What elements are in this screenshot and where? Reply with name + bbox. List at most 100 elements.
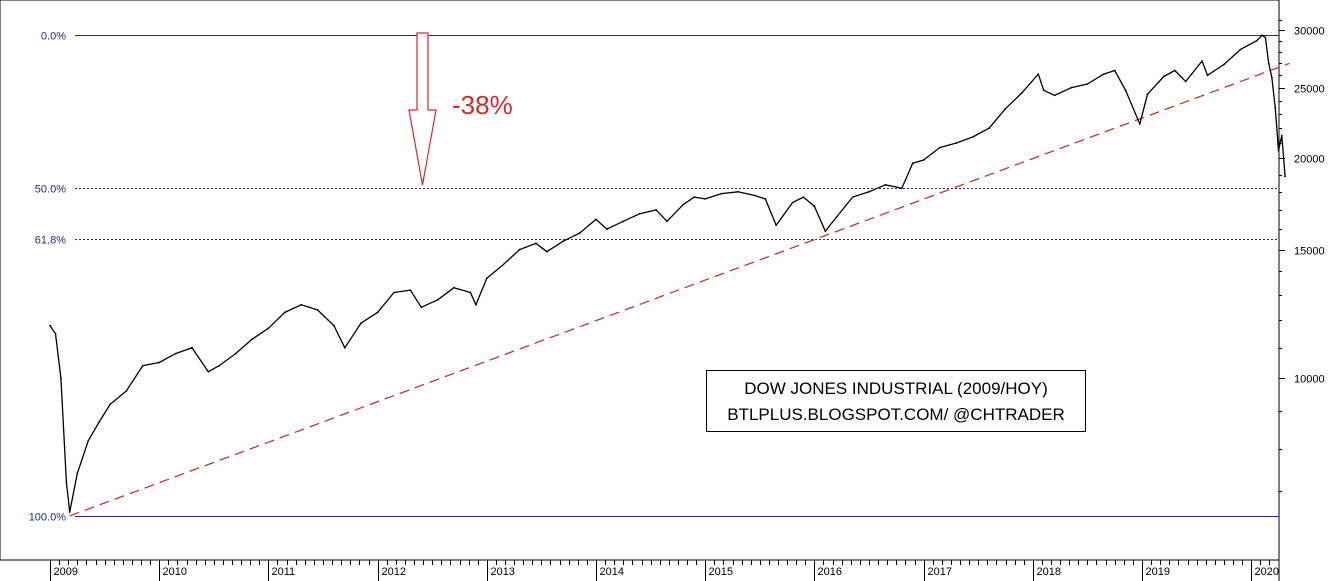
price-point <box>174 352 177 355</box>
price-point <box>578 232 581 235</box>
price-point <box>1021 92 1023 94</box>
price-point <box>1201 60 1203 62</box>
price-point <box>737 190 739 193</box>
x-axis-group: 2009 2010 2011 2012 2013 2014 2015 2016 2017 2018… <box>50 560 1279 581</box>
price-point <box>535 242 537 245</box>
price-point <box>622 220 625 223</box>
price-point <box>939 146 941 149</box>
price-point <box>606 228 608 231</box>
price-point <box>1124 89 1127 92</box>
price-point <box>158 361 161 364</box>
price-point <box>60 377 62 379</box>
price-point <box>1173 69 1176 72</box>
price-point <box>955 142 958 144</box>
price-point <box>638 212 641 215</box>
price-point <box>911 162 914 165</box>
price-point <box>218 364 221 367</box>
price-point <box>475 303 477 306</box>
price-point <box>109 403 111 406</box>
price-point <box>1053 94 1056 97</box>
price-point <box>485 277 488 280</box>
y-tick-label-3: 15000 <box>1294 246 1325 258</box>
price-point <box>436 298 439 301</box>
fib-label-1: 50.0% <box>35 184 66 196</box>
x-tick-label-3: 2012 <box>382 566 406 578</box>
price-point <box>141 364 144 367</box>
price-point <box>1284 175 1286 178</box>
price-point <box>409 289 412 291</box>
x-tick-label-9: 2018 <box>1037 566 1061 578</box>
price-point <box>1277 149 1280 152</box>
x-tick-label-6: 2015 <box>709 566 733 578</box>
price-point <box>851 196 854 199</box>
price-point <box>267 327 270 330</box>
price-point <box>68 511 71 513</box>
price-point <box>988 127 990 130</box>
price-point <box>753 194 756 197</box>
price-point <box>868 190 870 193</box>
price-point <box>54 332 57 335</box>
price-point <box>87 440 90 442</box>
price-point <box>1042 89 1045 92</box>
x-tick-label-1: 2010 <box>163 566 187 578</box>
x-tick-label-4: 2013 <box>491 566 515 578</box>
price-point <box>900 187 903 190</box>
price-point <box>922 159 925 161</box>
x-tick-label-8: 2017 <box>928 566 952 578</box>
price-point <box>1004 107 1007 110</box>
price-point <box>1206 74 1209 77</box>
price-point <box>1274 106 1277 109</box>
x-tick-label-7: 2016 <box>818 566 842 578</box>
price-point <box>704 198 707 200</box>
fib-levels-group: 0.0% 50.0% 61.8% 100.0% <box>29 31 1279 524</box>
price-point <box>207 370 210 373</box>
x-tick-label-2: 2011 <box>272 566 296 578</box>
price-point <box>1138 123 1141 125</box>
price-point <box>1271 76 1273 79</box>
price-point <box>1102 73 1105 75</box>
price-point <box>49 324 51 327</box>
price-point <box>1267 62 1270 65</box>
price-point <box>1264 36 1267 39</box>
price-point <box>1037 73 1040 75</box>
y-axis-group: 30000 25000 20000 15000 10000 <box>1279 20 1325 492</box>
trendline-group <box>69 62 1290 517</box>
price-point <box>316 309 319 311</box>
price-point <box>518 248 521 251</box>
price-point <box>1239 48 1242 51</box>
y-tick-label-1: 25000 <box>1294 84 1325 96</box>
price-point <box>1223 63 1225 66</box>
chart-title-line-2: BTLPLUS.BLOGSPOT.COM/ @CHTRADER <box>727 405 1065 424</box>
x-tick-label-5: 2014 <box>600 566 624 578</box>
y-tick-label-2: 20000 <box>1294 154 1325 166</box>
trendline <box>69 62 1290 517</box>
price-point <box>191 346 193 349</box>
price-point <box>720 192 723 195</box>
price-point <box>343 346 346 349</box>
price-point <box>251 338 253 341</box>
price-point <box>1261 34 1263 37</box>
price-point <box>813 205 816 208</box>
x-tick-label-0: 2009 <box>54 566 78 578</box>
price-point <box>693 196 696 199</box>
price-point <box>971 136 974 138</box>
price-point <box>420 306 423 309</box>
price-point <box>1086 83 1089 85</box>
x-tick-label-11: 2020 <box>1255 566 1279 578</box>
price-point <box>884 183 887 186</box>
series-group <box>49 34 1286 513</box>
drop-percent-label: -38% <box>452 90 513 120</box>
chart-title-line-1: DOW JONES INDUSTRIAL (2009/HOY) <box>744 379 1048 398</box>
x-tick-label-10: 2019 <box>1146 566 1170 578</box>
chart-title-box: DOW JONES INDUSTRIAL (2009/HOY) BTLPLUS.… <box>706 370 1086 432</box>
price-point <box>764 198 767 200</box>
price-point <box>393 291 395 294</box>
price-point <box>300 303 303 306</box>
price-point <box>682 203 685 206</box>
price-point <box>835 216 838 219</box>
price-point <box>1255 39 1258 42</box>
price-point <box>546 250 548 253</box>
y-tick-label-0: 30000 <box>1294 26 1325 38</box>
